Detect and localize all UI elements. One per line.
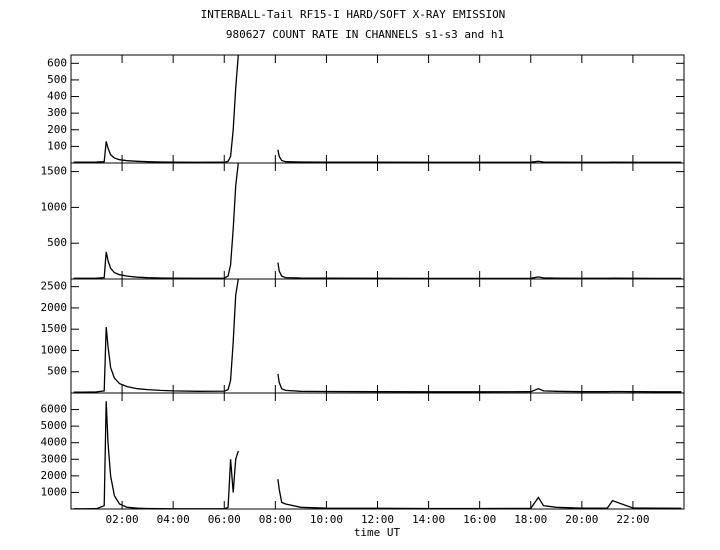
y-tick-label: 1000: [41, 200, 68, 213]
chart-title: INTERBALL-Tail RF15-I HARD/SOFT X-RAY EM…: [201, 8, 506, 21]
y-tick-label: 1500: [41, 322, 68, 335]
x-tick-label: 20:00: [565, 513, 598, 526]
x-tick-label: 10:00: [310, 513, 343, 526]
x-tick-label: 16:00: [463, 513, 496, 526]
y-tick-label: 3000: [41, 452, 68, 465]
y-tick-label: 200: [47, 123, 67, 136]
x-tick-label: 04:00: [157, 513, 190, 526]
panel-frame: [70, 54, 685, 164]
panel-frame: [70, 392, 685, 510]
y-tick-label: 2000: [41, 301, 68, 314]
y-tick-label: 1000: [41, 485, 68, 498]
panel-frame: [70, 162, 685, 280]
data-line: [73, 401, 682, 510]
y-tick-label: 600: [47, 56, 67, 69]
x-tick-label: 14:00: [412, 513, 445, 526]
x-tick-label: 08:00: [259, 513, 292, 526]
data-line: [73, 162, 682, 280]
x-tick-label: 06:00: [208, 513, 241, 526]
y-tick-label: 6000: [41, 403, 68, 416]
y-tick-label: 400: [47, 90, 67, 103]
y-tick-label: 500: [47, 365, 67, 378]
x-axis-label: time UT: [354, 526, 401, 539]
y-tick-label: 2000: [41, 469, 68, 482]
y-tick-label: 1500: [41, 165, 68, 178]
x-tick-label: 22:00: [616, 513, 649, 526]
panel-frame: [70, 278, 685, 394]
y-tick-label: 300: [47, 106, 67, 119]
y-tick-label: 4000: [41, 436, 68, 449]
x-tick-label: 02:00: [106, 513, 139, 526]
y-tick-label: 100: [47, 139, 67, 152]
data-line: [73, 54, 682, 163]
y-tick-label: 500: [47, 73, 67, 86]
y-tick-label: 5000: [41, 419, 68, 432]
y-tick-label: 500: [47, 236, 67, 249]
x-tick-label: 12:00: [361, 513, 394, 526]
x-tick-label: 18:00: [514, 513, 547, 526]
y-tick-label: 2500: [41, 280, 68, 293]
data-line: [73, 278, 682, 393]
y-tick-label: 1000: [41, 343, 68, 356]
chart-subtitle: 980627 COUNT RATE IN CHANNELS s1-s3 and …: [226, 28, 504, 41]
